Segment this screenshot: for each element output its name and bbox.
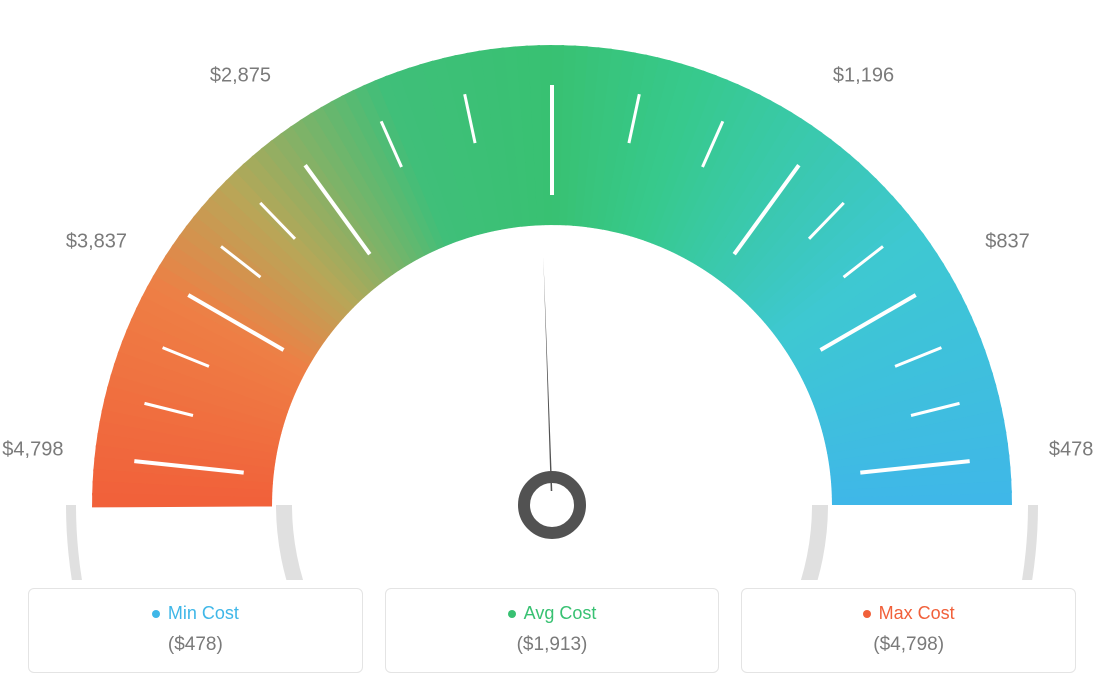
gauge-outer-arc — [66, 505, 1038, 580]
gauge-inner-arc — [276, 505, 828, 580]
legend-card-avg: Avg Cost ($1,913) — [385, 588, 720, 673]
legend-row: Min Cost ($478) Avg Cost ($1,913) Max Co… — [0, 588, 1104, 673]
gauge-tick-label: $2,875 — [210, 65, 271, 88]
legend-dot-max — [863, 610, 871, 618]
legend-title-avg: Avg Cost — [508, 603, 597, 624]
legend-dot-min — [152, 610, 160, 618]
legend-label-max: Max Cost — [879, 603, 955, 624]
gauge-tick-label: $4,798 — [2, 439, 63, 462]
legend-value-avg: ($1,913) — [396, 634, 709, 656]
legend-title-max: Max Cost — [863, 603, 955, 624]
legend-title-min: Min Cost — [152, 603, 239, 624]
legend-label-min: Min Cost — [168, 603, 239, 624]
legend-value-min: ($478) — [39, 634, 352, 656]
gauge-tick-label: $837 — [985, 231, 1030, 254]
gauge-tick-label: $1,913 — [521, 0, 582, 1]
gauge-needle — [543, 257, 552, 491]
gauge-tick-label: $478 — [1049, 439, 1094, 462]
legend-label-avg: Avg Cost — [524, 603, 597, 624]
legend-card-min: Min Cost ($478) — [28, 588, 363, 673]
cost-gauge: $478 $837 $1,196 $1,913 $2,875 $3,837 $4,798 — [0, 0, 1104, 580]
gauge-svg — [0, 0, 1104, 580]
gauge-tick-label: $3,837 — [66, 231, 127, 254]
legend-value-max: ($4,798) — [752, 634, 1065, 656]
legend-card-max: Max Cost ($4,798) — [741, 588, 1076, 673]
gauge-tick-label: $1,196 — [833, 65, 894, 88]
legend-dot-avg — [508, 610, 516, 618]
